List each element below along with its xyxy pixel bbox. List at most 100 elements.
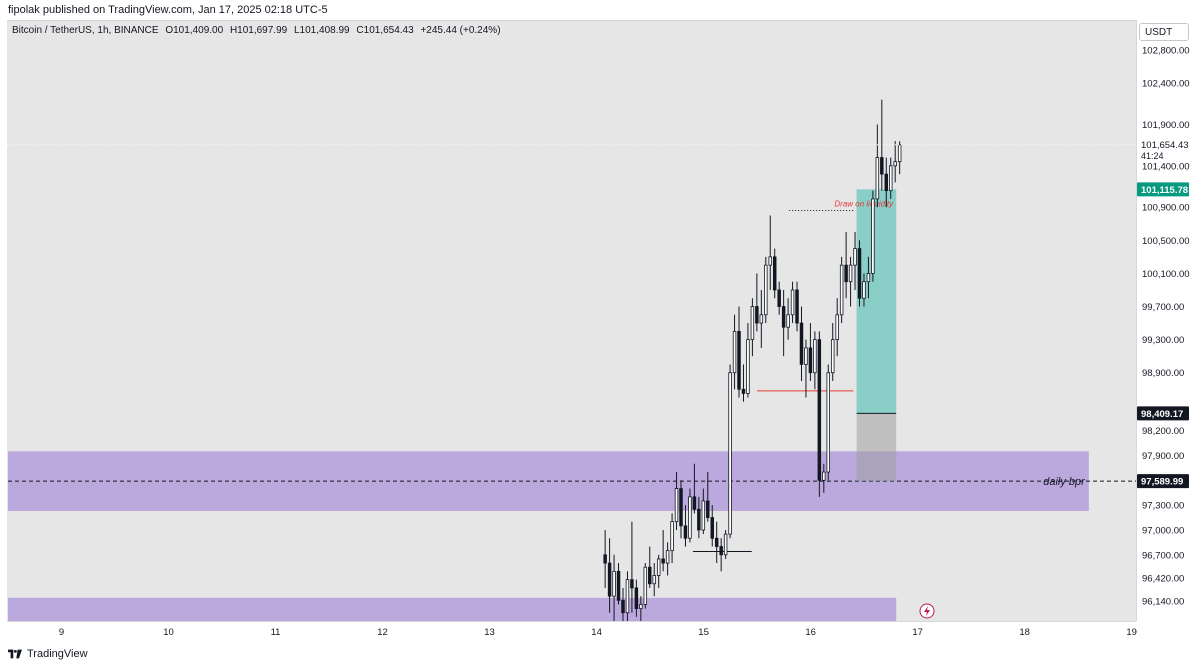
x-tick-label: 10 — [163, 627, 174, 638]
candle-body — [621, 599, 625, 614]
x-tick-label: 13 — [484, 627, 495, 638]
y-tick-label: 97,900.00 — [1142, 451, 1184, 462]
candle-body — [772, 256, 777, 291]
candle-body — [741, 388, 746, 394]
candle-body — [701, 500, 706, 531]
candle-body — [804, 347, 808, 365]
y-tick-label: 100,900.00 — [1142, 203, 1190, 214]
x-tick-label: 18 — [1019, 627, 1030, 638]
y-tick-label: 96,140.00 — [1142, 597, 1184, 608]
price-axis[interactable] — [1136, 20, 1200, 621]
candle-body — [857, 248, 862, 299]
y-tick-label: 98,200.00 — [1142, 426, 1184, 437]
candle-body — [746, 339, 750, 394]
candle-body — [643, 566, 648, 605]
candle-body — [634, 587, 639, 609]
current-price-badge — [1137, 137, 1189, 162]
candle-body — [875, 157, 880, 200]
candle-body — [656, 558, 661, 576]
candle-body — [768, 256, 772, 266]
long-position-target-area — [856, 189, 897, 414]
candle-body — [603, 554, 607, 564]
tradingview-logo-icon — [8, 649, 22, 659]
candle-body — [764, 264, 768, 316]
candle-body — [790, 289, 795, 316]
y-tick-label: 99,700.00 — [1142, 302, 1184, 313]
candle-body — [630, 579, 634, 589]
legend-change: +245.44 (+0.24%) — [420, 25, 501, 36]
x-tick-label: 15 — [698, 627, 709, 638]
current-price-label: 101,654.43 — [1141, 140, 1189, 151]
candle-body — [889, 165, 893, 192]
price-badge — [1137, 406, 1189, 421]
candle-body — [710, 517, 714, 539]
candle-body — [723, 533, 728, 556]
legend-symbol[interactable]: Bitcoin / TetherUS, 1h, BINANCE — [12, 25, 159, 36]
candle-body — [822, 471, 826, 481]
candle-body — [674, 488, 679, 523]
candle-body — [652, 575, 656, 585]
chart-pane[interactable] — [7, 20, 1136, 622]
candle-body — [781, 306, 786, 328]
y-tick-label: 99,300.00 — [1142, 335, 1184, 346]
x-tick-label: 11 — [271, 627, 281, 638]
candle-body — [737, 330, 741, 390]
y-tick-label: 98,900.00 — [1142, 368, 1184, 379]
y-tick-label: 100,500.00 — [1142, 236, 1190, 247]
candle-body — [786, 314, 790, 328]
candle-body — [839, 264, 844, 316]
lightning-icon[interactable] — [919, 603, 935, 619]
candle-body — [830, 339, 835, 374]
candle-body — [732, 330, 737, 374]
candle-body — [777, 289, 781, 307]
candle-body — [728, 372, 732, 535]
quote-currency-button[interactable]: USDT — [1139, 23, 1189, 41]
legend-low: L101,408.99 — [294, 25, 350, 36]
candle-body — [866, 273, 871, 283]
y-tick-label: 102,400.00 — [1142, 79, 1190, 90]
price-badge-label: 98,409.17 — [1141, 409, 1183, 420]
price-badge — [1137, 474, 1189, 489]
candle-body — [884, 173, 889, 192]
candle-body — [844, 264, 848, 283]
candle-body — [750, 306, 755, 341]
y-tick-label: 96,420.00 — [1142, 573, 1184, 584]
x-tick-label: 17 — [912, 627, 923, 638]
candle-body — [683, 525, 688, 539]
symbol-legend: Bitcoin / TetherUS, 1h, BINANCE O101,409… — [12, 25, 505, 36]
x-tick-label: 19 — [1126, 627, 1137, 638]
y-tick-label: 97,300.00 — [1142, 501, 1184, 512]
zone-label: daily bpr — [1043, 476, 1086, 488]
price-badge-label: 97,589.99 — [1141, 477, 1183, 488]
time-axis[interactable] — [7, 621, 1136, 644]
annotation-text-0: Draw on liquidity — [834, 200, 894, 209]
candle-body — [639, 604, 643, 609]
x-tick-label: 14 — [591, 627, 602, 638]
candle-body — [661, 558, 665, 564]
candle-body — [719, 546, 723, 556]
candle-body — [670, 521, 674, 552]
x-tick-label: 16 — [805, 627, 816, 638]
y-tick-label: 97,000.00 — [1142, 525, 1184, 536]
candle-body — [835, 314, 839, 341]
zone-box-1 — [8, 597, 897, 621]
candle-body — [616, 570, 621, 601]
candle-body — [679, 488, 683, 527]
candle-body — [826, 372, 831, 473]
y-tick-label: 100,100.00 — [1142, 269, 1190, 280]
long-position-stop-area — [856, 413, 897, 482]
x-tick-label: 9 — [59, 627, 64, 638]
candle-body — [897, 144, 902, 163]
candle-body — [625, 579, 630, 614]
price-badge — [1137, 182, 1189, 197]
candle-body — [808, 347, 813, 374]
candle-body — [697, 508, 701, 531]
candle-body — [853, 248, 857, 266]
price-badge-label: 101,115.78 — [1141, 185, 1188, 196]
footer-brand: TradingView — [8, 648, 88, 660]
candle-body — [795, 289, 799, 324]
legend-close: C101,654.43 — [356, 25, 414, 36]
candle-body — [848, 264, 853, 283]
bar-countdown-label: 41:24 — [1141, 151, 1164, 161]
